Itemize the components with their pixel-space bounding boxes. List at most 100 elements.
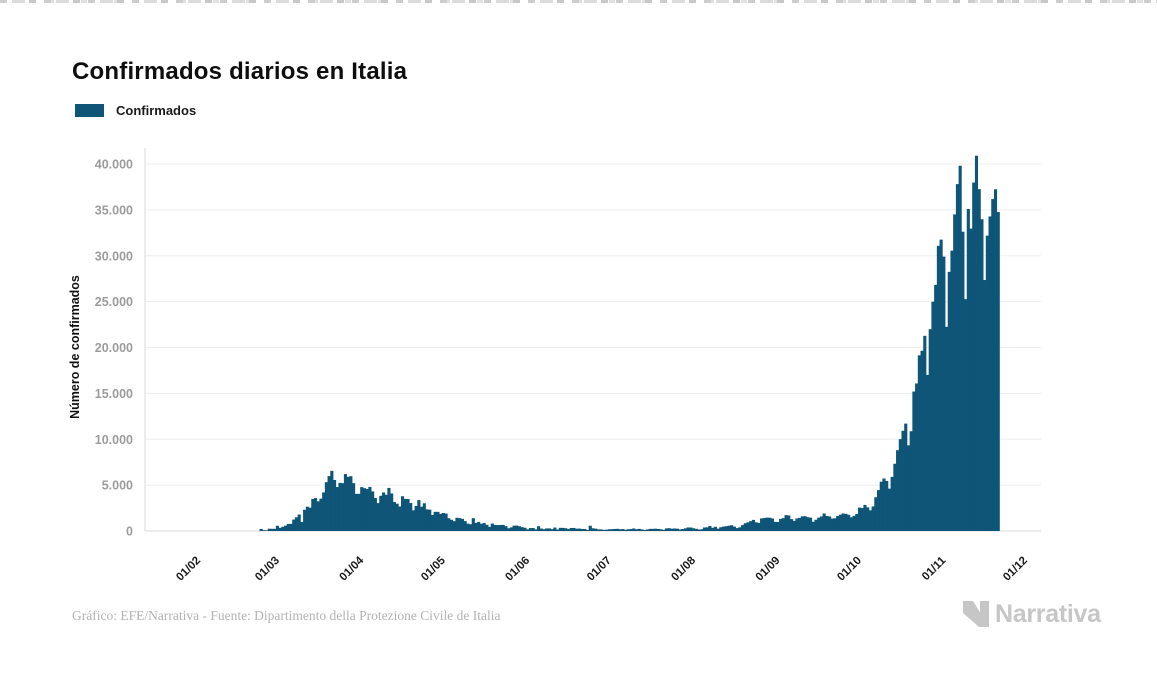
bar <box>466 523 470 531</box>
bar <box>798 517 802 531</box>
bar <box>678 529 682 531</box>
bar <box>262 530 266 531</box>
bar <box>925 374 930 531</box>
bar <box>936 245 940 531</box>
x-tick-label: 01/12 <box>1001 555 1030 584</box>
bar <box>705 527 709 531</box>
bar <box>490 523 494 531</box>
narrativa-logo: Narrativa <box>963 600 1101 629</box>
y-tick-label: 20.000 <box>95 341 133 355</box>
bar <box>452 521 456 531</box>
bar <box>526 529 530 531</box>
bar <box>289 523 293 531</box>
bar <box>373 497 377 531</box>
bar <box>360 487 364 531</box>
bar <box>906 445 911 531</box>
bar <box>768 517 772 531</box>
bar <box>993 189 998 531</box>
bar <box>860 508 864 531</box>
bar <box>629 529 633 531</box>
bar <box>890 476 894 531</box>
x-tick-label: 01/02 <box>174 555 203 584</box>
bar <box>749 521 753 531</box>
bar <box>341 483 345 531</box>
bar <box>376 503 380 531</box>
bar <box>357 493 361 531</box>
legend-swatch-confirmados <box>75 104 104 117</box>
bar <box>917 355 921 531</box>
bar <box>991 199 995 531</box>
bar <box>874 497 878 531</box>
bar <box>352 483 356 531</box>
bar <box>387 487 391 531</box>
bar <box>852 515 856 531</box>
bar <box>384 494 388 531</box>
bar <box>809 517 813 531</box>
bar <box>594 528 598 531</box>
bar <box>928 329 932 531</box>
bar <box>955 184 959 532</box>
bar <box>822 513 826 531</box>
bar <box>422 503 426 531</box>
bar <box>460 518 464 531</box>
bar <box>547 528 551 531</box>
bar <box>702 527 707 531</box>
bar <box>395 503 399 531</box>
bar <box>333 479 337 531</box>
bar <box>362 488 367 531</box>
bar <box>471 518 475 531</box>
bar <box>762 518 766 531</box>
bar <box>610 529 614 531</box>
bar <box>381 492 386 531</box>
bar <box>428 509 432 531</box>
bar <box>542 529 546 531</box>
bar <box>403 498 407 531</box>
bar <box>316 501 320 531</box>
bar <box>787 515 791 531</box>
bar <box>553 527 557 531</box>
bar <box>692 528 696 531</box>
y-axis-title: Número de confirmados <box>68 275 82 419</box>
bar <box>732 526 736 531</box>
bar <box>934 284 938 531</box>
bar <box>700 529 704 531</box>
y-tick-label: 35.000 <box>95 203 133 217</box>
bar <box>545 528 549 531</box>
bar <box>273 528 277 531</box>
narrativa-logo-icon <box>963 601 989 627</box>
bar <box>338 482 342 531</box>
page-title: Confirmados diarios en Italia <box>72 58 408 86</box>
bar <box>572 527 576 531</box>
bar <box>267 528 271 531</box>
bar <box>485 524 489 531</box>
bar <box>923 335 927 531</box>
bar <box>664 528 668 531</box>
bar <box>855 514 859 531</box>
bar <box>330 470 334 531</box>
bar <box>697 529 701 531</box>
bar <box>985 235 989 531</box>
bar <box>498 525 503 531</box>
bar <box>825 515 829 531</box>
y-tick-label: 10.000 <box>95 433 133 447</box>
bar <box>800 516 804 531</box>
bar <box>566 529 571 531</box>
bar <box>607 529 611 531</box>
bar <box>637 528 641 531</box>
bar <box>920 350 924 531</box>
bar <box>575 528 579 531</box>
bar <box>830 518 834 531</box>
bar <box>803 516 807 531</box>
bar <box>292 519 296 531</box>
bar <box>648 528 652 531</box>
y-tick-label: 5.000 <box>102 479 133 493</box>
bar <box>893 463 897 531</box>
bar <box>259 528 263 531</box>
bar <box>871 506 875 531</box>
bar <box>411 510 415 531</box>
bar <box>716 528 720 531</box>
bar <box>896 450 900 531</box>
bar <box>509 527 513 531</box>
bar <box>605 529 609 531</box>
bar <box>776 522 780 531</box>
